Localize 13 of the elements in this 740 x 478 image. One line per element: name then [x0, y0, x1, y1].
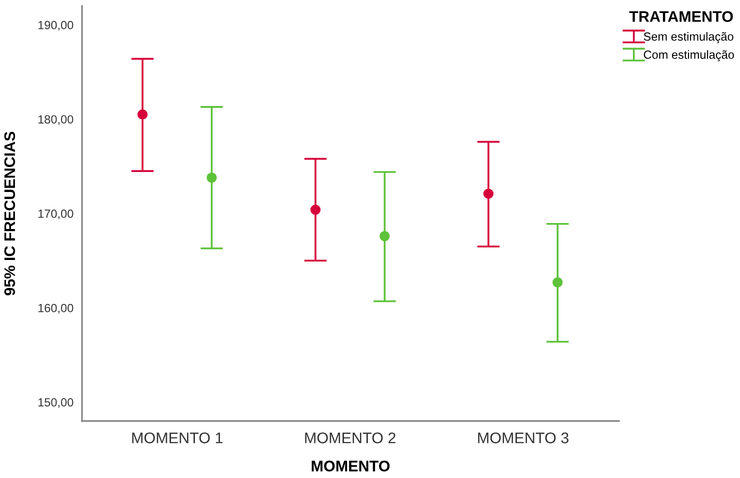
- y-tick-label: 180,00: [38, 115, 74, 125]
- y-tick-label: 170,00: [38, 210, 74, 220]
- x-tick-label: MOMENTO 1: [132, 432, 222, 444]
- legend-label: Com estimulação: [644, 50, 734, 62]
- y-axis-title: 95% IC FRECUENCIAS: [4, 132, 16, 296]
- x-axis-title: MOMENTO: [312, 460, 390, 472]
- y-tick-label: 160,00: [38, 304, 74, 314]
- x-tick-label: MOMENTO 2: [305, 432, 396, 444]
- y-tick-label: 150,00: [38, 398, 74, 408]
- legend-title: TRATAMENTO: [629, 11, 733, 22]
- y-tick-label: 190,00: [38, 20, 74, 31]
- legend-label: Sem estimulação: [644, 32, 734, 44]
- x-tick-label: MOMENTO 3: [478, 432, 568, 444]
